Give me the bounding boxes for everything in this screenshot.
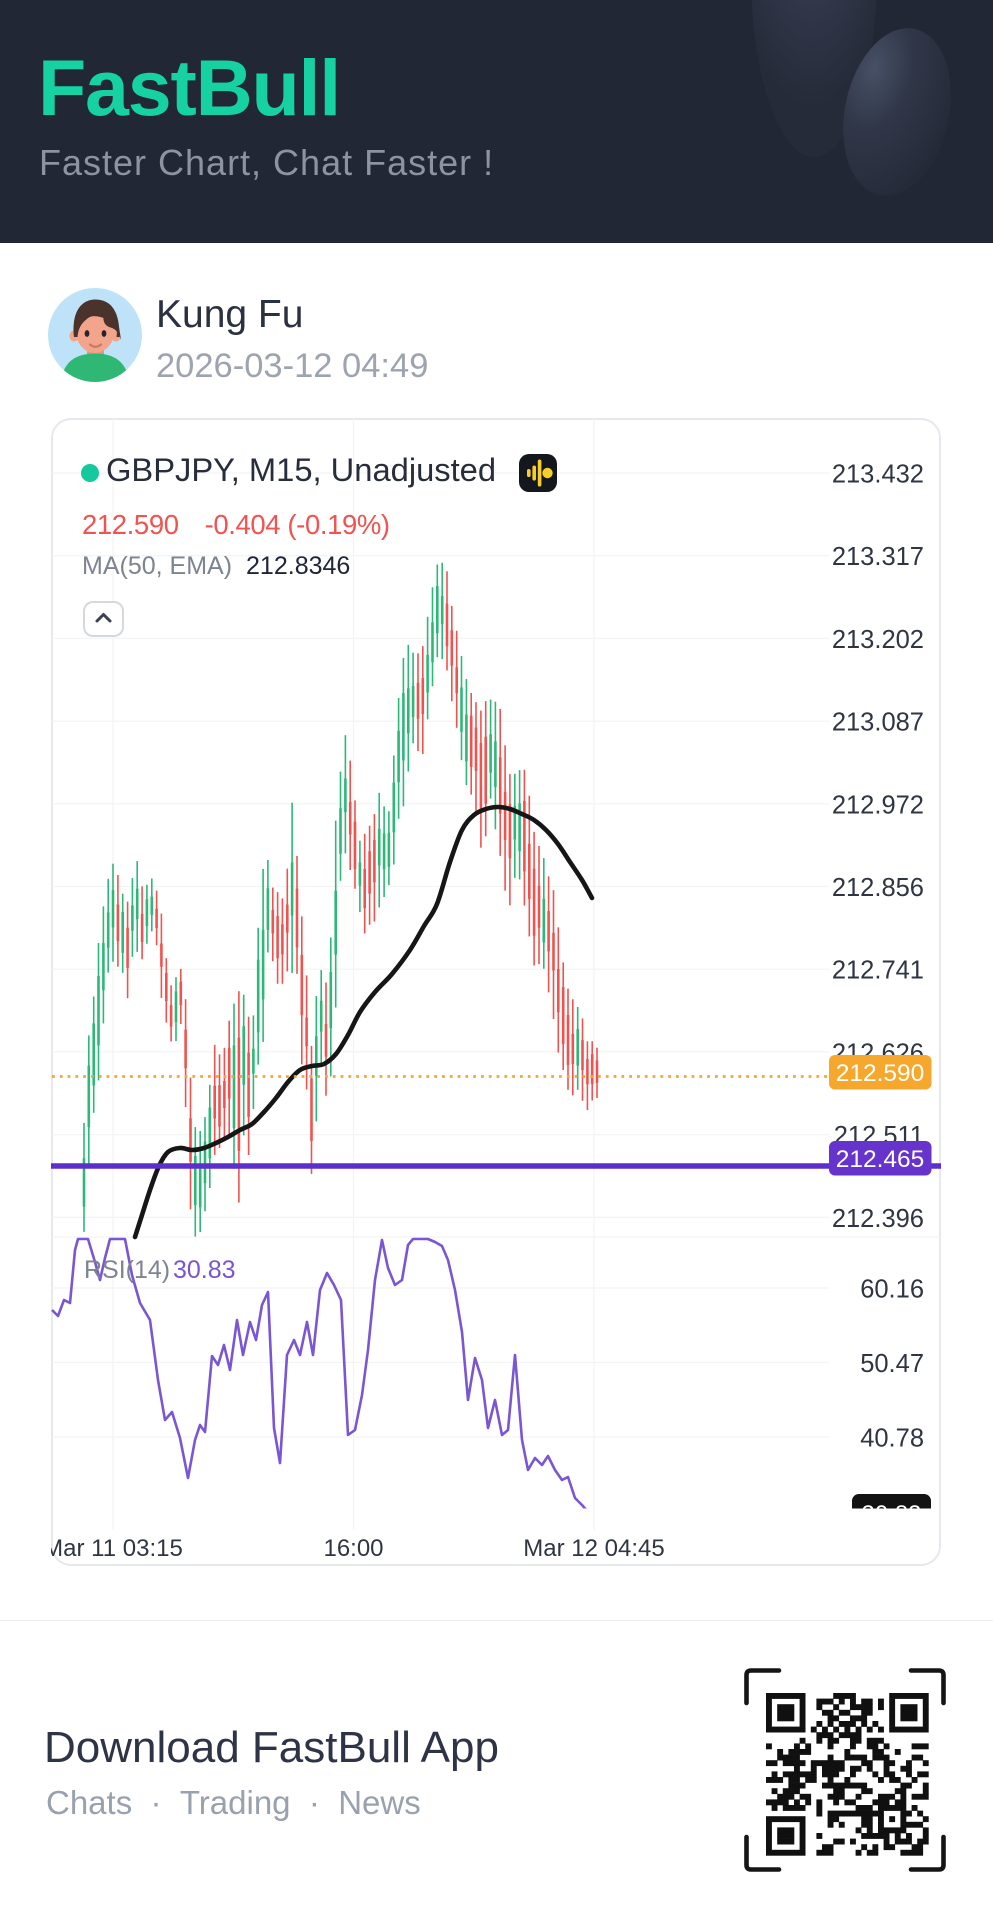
svg-text:60.16: 60.16 [860, 1276, 924, 1304]
svg-text:50.47: 50.47 [860, 1350, 924, 1378]
svg-text:40.78: 40.78 [860, 1425, 924, 1453]
svg-text:RSI(14): RSI(14) [84, 1256, 170, 1284]
svg-text:Mar 12 04:45: Mar 12 04:45 [523, 1535, 664, 1562]
svg-text:212.972: 212.972 [832, 791, 924, 819]
svg-text:212.590: 212.590 [836, 1060, 925, 1087]
svg-text:212.396: 212.396 [832, 1205, 924, 1233]
svg-text:213.087: 213.087 [832, 709, 924, 737]
svg-text:212.741: 212.741 [832, 957, 924, 985]
svg-text:30.83: 30.83 [861, 1501, 921, 1528]
svg-text:16:00: 16:00 [323, 1535, 383, 1562]
svg-text:213.317: 213.317 [832, 543, 924, 571]
svg-text:30.83: 30.83 [173, 1256, 236, 1284]
svg-text:213.202: 213.202 [832, 626, 924, 654]
svg-text:Mar 11 03:15: Mar 11 03:15 [51, 1535, 183, 1562]
svg-text:212.856: 212.856 [832, 874, 924, 902]
svg-text:213.432: 213.432 [832, 461, 924, 489]
svg-text:212.465: 212.465 [836, 1146, 925, 1173]
